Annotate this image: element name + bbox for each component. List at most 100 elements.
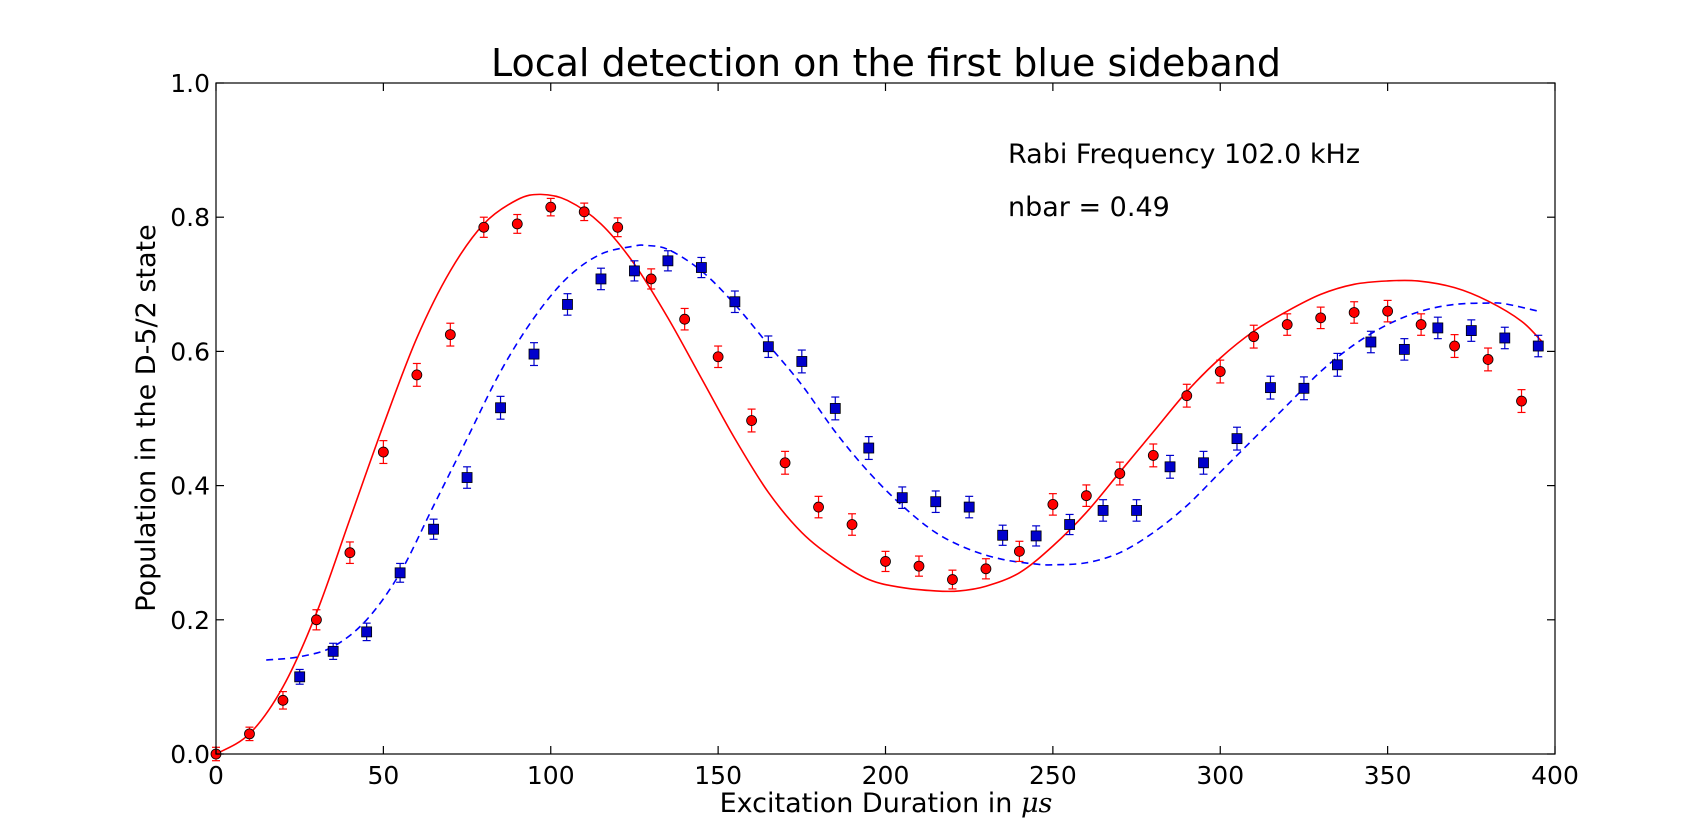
red-data-point (344, 547, 356, 559)
red-data-point (746, 415, 757, 426)
red-data-point (1482, 354, 1494, 365)
blue-data-point (1499, 332, 1511, 344)
blue-data-point (662, 255, 674, 267)
red-data-point (1147, 450, 1159, 461)
blue-data-point (1398, 343, 1410, 355)
red-data-point (377, 446, 389, 458)
blue-data-point (1164, 461, 1176, 473)
blue-data-point (1298, 382, 1310, 394)
y-tick-label: 0.4 (170, 472, 210, 501)
plot-area (210, 193, 1544, 762)
red-data-point (1348, 307, 1360, 318)
blue-data-point (562, 299, 573, 310)
blue-data-point (695, 262, 707, 273)
blue-data-point (595, 273, 607, 285)
y-axis: 0.0 0.2 0.4 0.6 0.8 1.0 (170, 69, 1555, 769)
blue-data-point (428, 523, 439, 535)
x-tick-label: 0 (208, 761, 224, 790)
annotation-rabi-frequency: Rabi Frequency 102.0 kHz (1008, 139, 1360, 170)
blue-data-point (528, 348, 540, 360)
x-tick-label: 200 (862, 761, 910, 790)
blue-fit-curve (266, 244, 1539, 661)
blue-data-point (361, 626, 373, 638)
x-tick-label: 100 (527, 761, 575, 790)
red-data-point (1114, 468, 1126, 479)
red-data-point (679, 313, 691, 325)
x-tick-label: 50 (367, 761, 399, 790)
y-tick-label: 0.8 (170, 203, 210, 232)
red-data-point (880, 556, 891, 567)
red-data-point (578, 206, 590, 218)
blue-data-point (863, 442, 875, 454)
blue-data-point (394, 567, 406, 579)
red-data-point (612, 221, 624, 233)
x-axis-label: Excitation Duration in μs (720, 788, 1053, 819)
red-data-point (1080, 490, 1092, 502)
red-fit-curve (215, 193, 1543, 755)
x-axis-label-text: Excitation Duration in (720, 788, 1021, 819)
y-tick-label: 0.0 (170, 740, 210, 769)
blue-data-point (1332, 359, 1343, 371)
red-data-point (913, 560, 925, 572)
blue-data-point (829, 403, 841, 414)
red-data-point (1315, 312, 1327, 324)
plot-frame (215, 82, 1556, 755)
red-data-point (1181, 390, 1193, 402)
y-tick-label: 0.2 (170, 606, 210, 635)
red-data-point (1047, 498, 1059, 510)
x-axis-label-unit: μs (1021, 788, 1052, 819)
red-data-point (1449, 340, 1460, 352)
red-data-point (444, 329, 456, 341)
blue-data-point (1265, 382, 1276, 394)
y-tick-label: 1.0 (170, 69, 210, 98)
red-data-point (645, 273, 657, 285)
x-tick-label: 150 (694, 761, 742, 790)
blue-data-point (1097, 505, 1109, 516)
red-data-point (411, 369, 423, 381)
blue-data-point (1198, 457, 1209, 469)
blue-data-point (997, 529, 1009, 541)
red-data-point (1415, 319, 1427, 330)
blue-data-point (963, 501, 975, 513)
blue-data-point (327, 645, 339, 657)
blue-data-point (294, 671, 306, 683)
red-data-point (779, 457, 791, 469)
x-tick-label: 400 (1531, 761, 1579, 790)
x-axis: 0 50 100 150 200 250 300 350 400 (208, 83, 1579, 790)
red-data-point (1516, 395, 1527, 407)
blue-data-point (796, 356, 808, 367)
annotation-nbar: nbar = 0.49 (1008, 192, 1170, 223)
blue-data-point (1365, 336, 1377, 348)
red-data-point (1214, 366, 1226, 377)
blue-data-point (1064, 519, 1076, 530)
red-data-point (478, 221, 490, 233)
red-data-point (980, 563, 992, 575)
blue-data-point (729, 296, 741, 308)
blue-data-point (896, 492, 908, 504)
blue-data-point (1465, 325, 1477, 336)
blue-data-point (629, 265, 640, 277)
blue-data-point (495, 402, 506, 414)
x-tick-label: 300 (1196, 761, 1244, 790)
red-data-point (244, 728, 255, 740)
blue-data-point (1131, 505, 1142, 516)
blue-data-point (1432, 322, 1444, 334)
red-data-point (1281, 319, 1293, 330)
red-data-point (545, 201, 557, 213)
red-data-point (813, 501, 824, 513)
red-data-point (511, 218, 523, 230)
red-data-point (712, 351, 724, 363)
y-tick-label: 0.6 (170, 337, 210, 366)
chart-title: Local detection on the first blue sideba… (491, 41, 1281, 85)
y-axis-label: Population in the D-5/2 state (131, 224, 162, 612)
red-data-point (1014, 545, 1025, 557)
red-data-point (311, 614, 322, 626)
red-data-point (947, 574, 958, 585)
blue-data-point (1030, 530, 1042, 542)
blue-data-point (461, 472, 473, 483)
x-tick-label: 350 (1364, 761, 1412, 790)
x-tick-label: 250 (1029, 761, 1077, 790)
blue-data-point (762, 341, 774, 353)
red-data-point (846, 519, 858, 530)
